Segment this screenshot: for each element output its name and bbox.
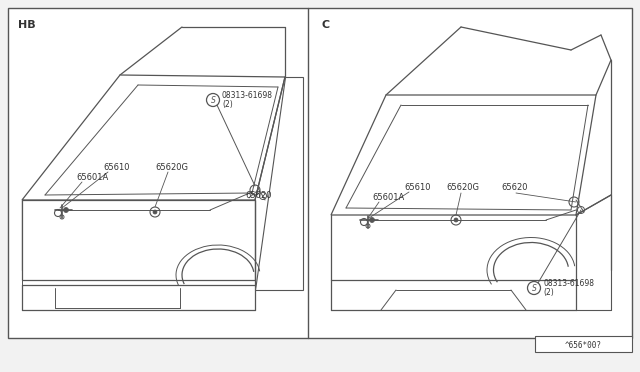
Text: 65620G: 65620G xyxy=(155,164,188,173)
Text: 65620: 65620 xyxy=(245,190,271,199)
Text: ^656*00?: ^656*00? xyxy=(564,340,602,350)
FancyBboxPatch shape xyxy=(8,8,632,338)
Circle shape xyxy=(454,218,458,222)
Polygon shape xyxy=(22,200,255,280)
Circle shape xyxy=(63,208,68,212)
Circle shape xyxy=(369,218,374,222)
Text: (2): (2) xyxy=(543,289,554,298)
Text: 08313-61698: 08313-61698 xyxy=(543,279,594,289)
Text: 65601A: 65601A xyxy=(76,173,108,183)
Text: S: S xyxy=(532,284,536,293)
Text: (2): (2) xyxy=(222,100,233,109)
Text: C: C xyxy=(322,20,330,30)
Polygon shape xyxy=(331,95,596,215)
Circle shape xyxy=(153,210,157,214)
Text: 65610: 65610 xyxy=(103,164,129,173)
FancyBboxPatch shape xyxy=(535,336,632,352)
Polygon shape xyxy=(22,75,285,200)
Text: HB: HB xyxy=(18,20,36,30)
Text: S: S xyxy=(211,96,216,105)
Polygon shape xyxy=(255,77,303,290)
Text: 65620: 65620 xyxy=(501,183,527,192)
Text: 65601A: 65601A xyxy=(372,193,404,202)
Text: 65620G: 65620G xyxy=(446,183,479,192)
Text: 08313-61698: 08313-61698 xyxy=(222,92,273,100)
Text: 65610: 65610 xyxy=(404,183,431,192)
